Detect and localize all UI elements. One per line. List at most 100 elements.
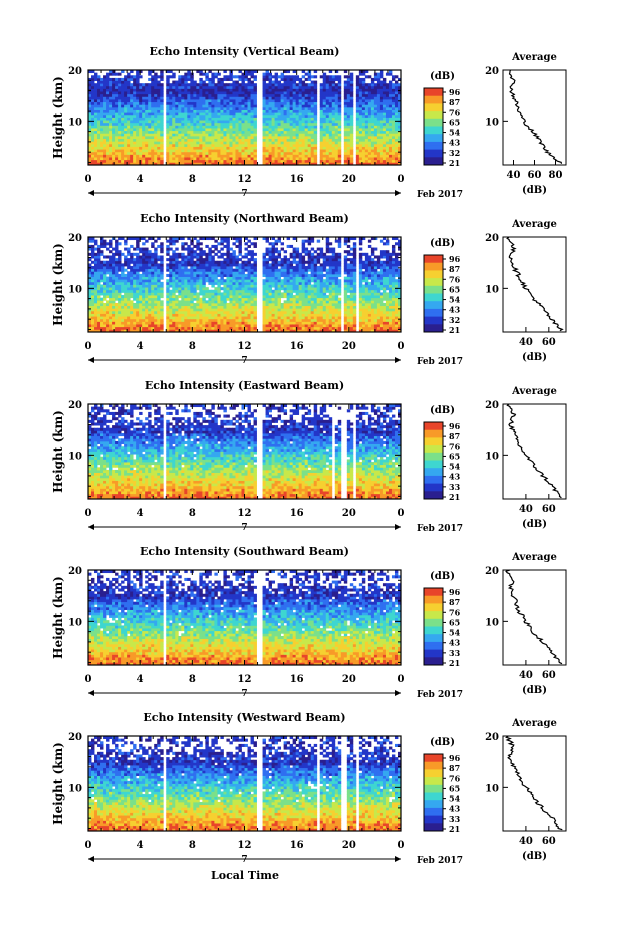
heatmap-cell bbox=[157, 292, 161, 296]
heatmap-cell bbox=[160, 162, 164, 166]
heatmap-cell bbox=[178, 263, 182, 267]
heatmap-cell bbox=[175, 237, 179, 241]
heatmap-cell bbox=[196, 104, 200, 108]
heatmap-cell bbox=[235, 99, 239, 103]
heatmap-cell bbox=[295, 83, 300, 87]
heatmap-cell bbox=[235, 106, 239, 110]
heatmap-cell bbox=[94, 300, 98, 304]
heatmap-cell bbox=[187, 149, 191, 153]
heatmap-cell bbox=[121, 308, 125, 312]
heatmap-cell bbox=[319, 135, 324, 140]
heatmap-cell bbox=[196, 244, 200, 248]
heatmap-cell bbox=[157, 289, 161, 293]
heatmap-cell bbox=[178, 91, 182, 95]
heatmap-cell bbox=[394, 133, 399, 137]
heatmap-cell bbox=[121, 318, 125, 322]
heatmap-cell bbox=[112, 279, 116, 283]
heatmap-cell bbox=[334, 138, 339, 142]
heatmap-cell bbox=[373, 96, 378, 100]
heatmap-cell bbox=[223, 258, 227, 262]
heatmap-cell bbox=[118, 260, 122, 264]
heatmap-cell bbox=[262, 101, 266, 105]
heatmap-cell bbox=[103, 244, 107, 248]
heatmap-cell bbox=[184, 321, 188, 325]
heatmap-cell bbox=[355, 80, 360, 84]
heatmap-cell bbox=[304, 120, 309, 124]
heatmap-cell bbox=[145, 329, 149, 333]
heatmap-cell bbox=[106, 308, 110, 312]
heatmap-cell bbox=[376, 157, 381, 161]
heatmap-cell bbox=[229, 276, 233, 280]
heatmap-cell bbox=[244, 128, 248, 132]
heatmap-cell bbox=[205, 99, 209, 103]
heatmap-cell bbox=[202, 258, 206, 262]
heatmap-cell bbox=[292, 77, 297, 81]
heatmap-cell bbox=[334, 99, 339, 103]
heatmap-cell bbox=[103, 326, 107, 330]
heatmap-cell bbox=[277, 120, 282, 124]
heatmap-cell bbox=[100, 237, 104, 241]
heatmap-cell bbox=[148, 255, 152, 259]
heatmap-cell bbox=[142, 138, 146, 142]
heatmap-cell bbox=[214, 120, 218, 124]
heatmap-cell bbox=[238, 91, 242, 95]
heatmap-cell bbox=[166, 329, 170, 333]
heatmap-cell bbox=[151, 308, 155, 312]
heatmap-cell bbox=[277, 149, 282, 153]
heatmap-cell bbox=[193, 128, 197, 132]
heatmap-cell bbox=[358, 96, 363, 100]
heatmap-cell bbox=[169, 138, 173, 142]
heatmap-cell bbox=[172, 99, 176, 103]
heatmap-cell bbox=[160, 104, 164, 108]
heatmap-cell bbox=[217, 308, 221, 312]
heatmap-cell bbox=[232, 101, 236, 105]
heatmap-cell bbox=[298, 149, 303, 153]
heatmap-cell bbox=[97, 154, 101, 158]
heatmap-cell bbox=[289, 80, 294, 84]
heatmap-cell bbox=[91, 273, 95, 277]
heatmap-cell bbox=[235, 91, 239, 95]
heatmap-cell bbox=[205, 75, 209, 79]
heatmap-cell bbox=[154, 329, 158, 333]
heatmap-cell bbox=[262, 91, 266, 95]
heatmap-cell bbox=[94, 281, 98, 285]
heatmap-cell bbox=[124, 130, 128, 134]
heatmap-cell bbox=[358, 157, 363, 161]
heatmap-cell bbox=[226, 255, 230, 259]
heatmap-cell bbox=[379, 114, 384, 118]
heatmap-cell bbox=[376, 146, 381, 150]
heatmap-cell bbox=[106, 77, 110, 81]
heatmap-cell bbox=[145, 125, 149, 129]
heatmap-cell bbox=[106, 154, 110, 158]
heatmap-cell bbox=[148, 157, 152, 161]
heatmap-cell bbox=[232, 242, 236, 246]
heatmap-cell bbox=[166, 135, 170, 140]
heatmap-cell bbox=[208, 302, 212, 307]
heatmap-cell bbox=[190, 117, 194, 121]
heatmap-cell bbox=[274, 99, 279, 103]
heatmap-cell bbox=[397, 101, 402, 105]
heatmap-cell bbox=[358, 159, 363, 163]
heatmap-cell bbox=[148, 133, 152, 137]
heatmap-cell bbox=[262, 146, 266, 150]
heatmap-cell bbox=[106, 295, 110, 299]
heatmap-cell bbox=[307, 83, 312, 87]
heatmap-cell bbox=[313, 88, 318, 92]
heatmap-cell bbox=[292, 101, 297, 105]
heatmap-cell bbox=[100, 91, 104, 95]
heatmap-cell bbox=[292, 128, 297, 132]
heatmap-cell bbox=[97, 321, 101, 325]
heatmap-cell bbox=[310, 104, 315, 108]
heatmap-cell bbox=[115, 128, 119, 132]
heatmap-cell bbox=[394, 135, 399, 140]
heatmap-cell bbox=[100, 93, 104, 97]
heatmap-cell bbox=[202, 252, 206, 256]
heatmap-cell bbox=[175, 260, 179, 264]
heatmap-cell bbox=[193, 266, 197, 270]
heatmap-cell bbox=[373, 149, 378, 153]
heatmap-cell bbox=[106, 276, 110, 280]
heatmap-cell bbox=[169, 135, 173, 140]
heatmap-cell bbox=[370, 85, 375, 89]
heatmap-cell bbox=[292, 157, 297, 161]
heatmap-cell bbox=[130, 295, 134, 299]
